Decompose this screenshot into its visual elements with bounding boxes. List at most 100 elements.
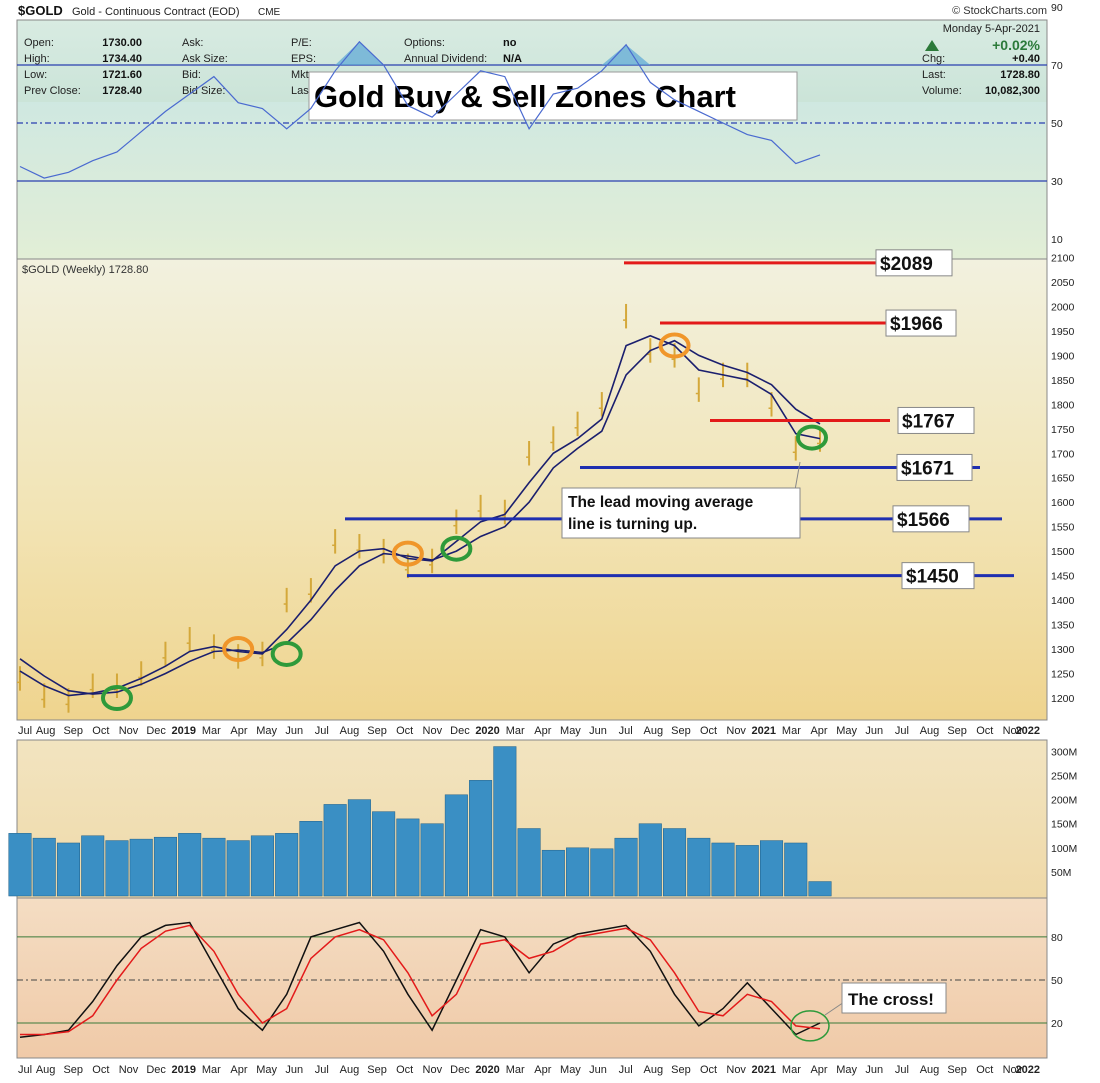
quote-field-label: Las	[291, 85, 309, 97]
buy-signal-marker	[100, 685, 133, 711]
volume-tick-label: 200M	[1051, 795, 1077, 807]
price-legend: $GOLD (Weekly) 1728.80	[22, 264, 148, 276]
price-tick-label: 1800	[1051, 399, 1075, 411]
price-tick-label: 1850	[1051, 375, 1075, 387]
x-axis-label: Aug	[920, 1064, 940, 1076]
x-axis-label: Oct	[92, 1064, 109, 1076]
ticker-symbol: $GOLD	[18, 3, 63, 18]
x-axis-label: Mar	[202, 725, 221, 737]
x-axis-label: Aug	[36, 725, 56, 737]
x-axis-label: Nov	[726, 1064, 746, 1076]
volume-bar	[614, 837, 638, 897]
x-axis-label: Dec	[146, 1064, 166, 1076]
annotation-pointer	[794, 461, 801, 491]
x-axis-label: 2020	[475, 1064, 499, 1076]
quote-field-label: Annual Dividend:	[404, 53, 487, 65]
x-axis-label: 2020	[475, 725, 499, 737]
level-label-box	[896, 453, 973, 481]
quote-field-value: +0.40	[1012, 53, 1040, 65]
volume-bar	[32, 837, 56, 897]
x-axis-label: Nov	[1003, 1064, 1023, 1076]
quote-field-label: P/E:	[291, 37, 312, 49]
level-label-box	[892, 505, 970, 533]
price-tick-label: 1950	[1051, 326, 1075, 338]
price-tick-label: 1350	[1051, 620, 1075, 632]
volume-bar	[178, 833, 202, 897]
x-axis-label: Jul	[619, 1064, 633, 1076]
level-label: $1767	[902, 411, 955, 432]
quote-field-label: Low:	[24, 69, 47, 81]
volume-bar	[420, 823, 444, 897]
x-axis-label: Mar	[506, 725, 525, 737]
x-axis-label: Jun	[285, 725, 303, 737]
quote-field-label: Chg:	[922, 53, 945, 65]
price-tick-label: 2050	[1051, 277, 1075, 289]
x-axis-label: Oct	[976, 725, 993, 737]
stochastic-tick-label: 50	[1051, 975, 1063, 987]
price-tick-label: 1600	[1051, 497, 1075, 509]
annotation-box	[561, 487, 801, 539]
x-axis-label: Jun	[589, 725, 607, 737]
quote-field-value: 1728.80	[1000, 69, 1040, 81]
x-axis-label: Sep	[671, 1064, 691, 1076]
volume-bar	[56, 842, 80, 897]
x-axis-label: Aug	[340, 1064, 360, 1076]
sell-signal-marker	[391, 540, 424, 567]
x-axis-label: Nov	[1003, 725, 1023, 737]
sell-signal-marker	[222, 636, 255, 663]
volume-bar	[469, 780, 493, 897]
volume-bar	[663, 828, 687, 897]
x-axis-label: Apr	[534, 725, 551, 737]
brand-link[interactable]: © StockCharts.com	[952, 5, 1047, 17]
level-label-box	[901, 562, 975, 590]
x-axis-label: 2019	[171, 1064, 195, 1076]
x-axis-label: May	[256, 1064, 277, 1076]
volume-bar	[81, 835, 105, 897]
price-tick-label: 1900	[1051, 350, 1075, 362]
exchange-label: CME	[258, 7, 281, 18]
volume-bar	[808, 881, 832, 897]
stochastic-k-line	[19, 921, 821, 1039]
volume-bar	[760, 840, 784, 897]
price-tick-label: 2000	[1051, 301, 1075, 313]
volume-bar	[202, 837, 226, 897]
quote-field-value: N/A	[503, 53, 522, 65]
x-axis-label: Jun	[285, 1064, 303, 1076]
x-axis-label: Mar	[782, 725, 801, 737]
x-axis-label: Oct	[396, 725, 413, 737]
price-tick-label: 1200	[1051, 693, 1075, 705]
rsi-tick-label: 10	[1051, 234, 1063, 246]
x-axis-label: Oct	[976, 1064, 993, 1076]
level-label-box	[897, 406, 975, 434]
x-axis-label: Nov	[423, 725, 443, 737]
x-axis-label: Aug	[36, 1064, 56, 1076]
up-arrow-icon	[925, 40, 939, 51]
price-tick-label: 1700	[1051, 448, 1075, 460]
quote-field-value: 1721.60	[102, 69, 142, 81]
x-axis-label: Mar	[782, 1064, 801, 1076]
volume-tick-label: 250M	[1051, 771, 1077, 783]
x-axis-label: Jul	[18, 1064, 32, 1076]
level-label-box	[885, 309, 957, 337]
volume-bar	[396, 818, 420, 897]
volume-bar	[129, 838, 153, 897]
stochastic-panel	[17, 898, 1047, 1058]
stochastic-d-line	[20, 924, 821, 1036]
x-axis-label: Sep	[947, 725, 967, 737]
annotation-text: line is turning up.	[568, 516, 697, 533]
x-axis-label: Nov	[119, 1064, 139, 1076]
stochastic-tick-label: 80	[1051, 932, 1063, 944]
volume-bar	[517, 828, 541, 897]
rsi-line	[19, 40, 821, 179]
x-axis-label: 2019	[171, 725, 195, 737]
stochastic-tick-label: 20	[1051, 1018, 1063, 1030]
x-axis-label: Jul	[895, 725, 909, 737]
quote-field-value: no	[503, 37, 517, 49]
x-axis-label: Sep	[367, 725, 387, 737]
volume-bar	[347, 799, 371, 897]
quote-field-value: 1730.00	[102, 37, 142, 49]
x-axis-label: May	[560, 1064, 581, 1076]
x-axis-label: Mar	[202, 1064, 221, 1076]
x-axis-label: 2021	[752, 1064, 776, 1076]
